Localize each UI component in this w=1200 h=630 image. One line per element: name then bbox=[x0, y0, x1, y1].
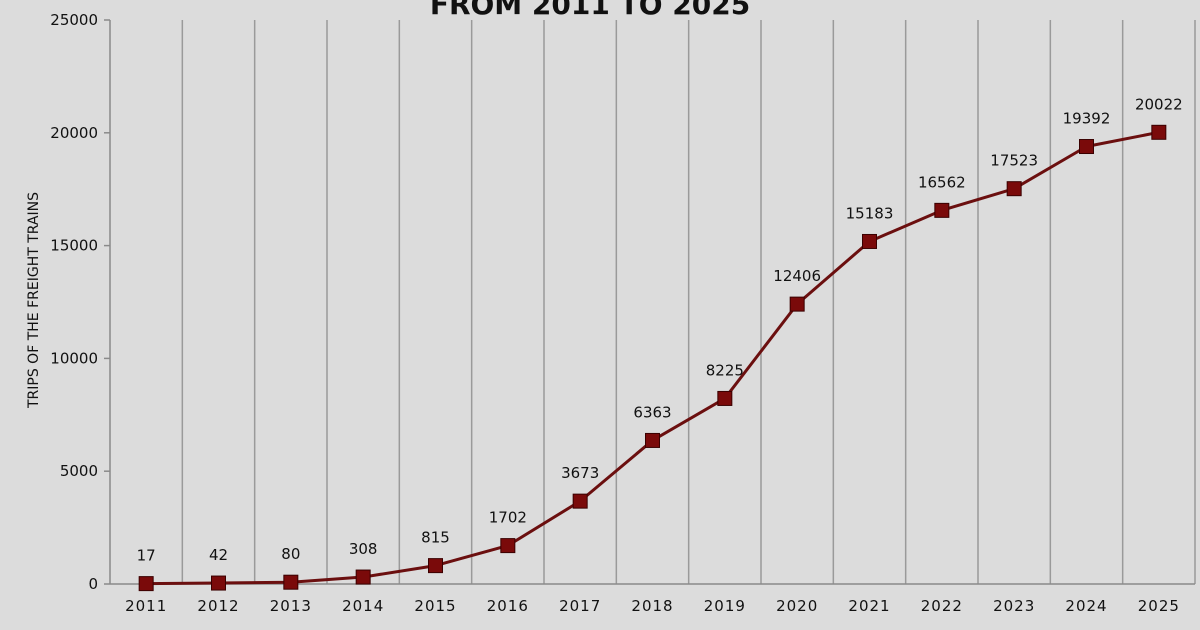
data-point-marker bbox=[1006, 181, 1022, 197]
y-tick-label: 25000 bbox=[50, 11, 98, 29]
marker-layer bbox=[138, 124, 1167, 592]
data-label: 815 bbox=[421, 529, 450, 547]
data-point-marker bbox=[283, 574, 299, 590]
data-point-marker bbox=[572, 493, 588, 509]
x-tick-label: 2021 bbox=[848, 597, 890, 615]
x-tick-label: 2023 bbox=[993, 597, 1035, 615]
data-label: 1702 bbox=[489, 509, 527, 527]
y-tick-label: 15000 bbox=[50, 237, 98, 255]
x-tick-label: 2020 bbox=[776, 597, 818, 615]
data-point-marker bbox=[789, 296, 805, 312]
data-label: 6363 bbox=[633, 403, 671, 421]
data-label: 308 bbox=[349, 540, 378, 558]
chart-title: FROM 2011 TO 2025 bbox=[430, 0, 750, 21]
data-label: 15183 bbox=[846, 204, 894, 222]
data-point-marker bbox=[211, 575, 226, 591]
x-tick-label: 2011 bbox=[125, 597, 167, 615]
x-tick-label: 2017 bbox=[559, 597, 601, 615]
x-tick-label: 2012 bbox=[197, 597, 239, 615]
data-point-marker bbox=[355, 569, 371, 585]
data-point-marker bbox=[1079, 139, 1094, 155]
line-layer bbox=[146, 130, 1160, 586]
grid-layer bbox=[181, 20, 1196, 584]
y-tick-label: 20000 bbox=[50, 124, 98, 142]
data-point-marker bbox=[1151, 124, 1167, 140]
data-label: 16562 bbox=[918, 173, 966, 191]
label-layer: 17 42 80 308 815 1702 3673 6363 8225 12406 15183 16… bbox=[137, 95, 1183, 564]
x-tick-label: 2025 bbox=[1138, 597, 1180, 615]
data-label: 17523 bbox=[990, 152, 1038, 170]
x-tick-label: 2019 bbox=[704, 597, 746, 615]
data-point-marker bbox=[500, 538, 516, 554]
x-tick-label: 2015 bbox=[414, 597, 456, 615]
data-label: 80 bbox=[281, 545, 300, 563]
data-label: 42 bbox=[209, 546, 228, 564]
data-label: 19392 bbox=[1063, 110, 1111, 128]
data-point-marker bbox=[934, 202, 950, 218]
y-tick-label: 10000 bbox=[50, 349, 98, 367]
x-tick-label: 2014 bbox=[342, 597, 384, 615]
data-label: 8225 bbox=[706, 361, 744, 379]
y-tick-label: 0 bbox=[88, 575, 98, 593]
data-point-marker bbox=[645, 432, 660, 448]
series-line bbox=[146, 130, 1160, 586]
data-label: 12406 bbox=[773, 267, 821, 285]
data-point-marker bbox=[717, 390, 733, 406]
x-tick-label: 2018 bbox=[631, 597, 673, 615]
x-tick-label: 2016 bbox=[487, 597, 529, 615]
y-axis-label: TRIPS OF THE FREIGHT TRAINS bbox=[26, 192, 42, 409]
x-tick-label: 2024 bbox=[1065, 597, 1107, 615]
y-tick-label: 5000 bbox=[60, 462, 98, 480]
data-label: 3673 bbox=[561, 464, 599, 482]
axis-layer: 0 5000 10000 15000 20000 25000 2011 2012 2013 201… bbox=[50, 11, 1195, 615]
x-tick-label: 2022 bbox=[921, 597, 963, 615]
data-point-marker bbox=[862, 233, 877, 249]
x-tick-label: 2013 bbox=[270, 597, 312, 615]
data-label: 20022 bbox=[1135, 95, 1183, 113]
data-point-marker bbox=[138, 576, 154, 592]
data-label: 17 bbox=[137, 547, 156, 565]
data-point-marker bbox=[428, 558, 443, 574]
